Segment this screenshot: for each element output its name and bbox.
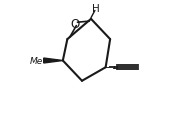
Text: H: H xyxy=(92,4,99,13)
Polygon shape xyxy=(44,59,63,63)
Text: Me: Me xyxy=(30,56,43,65)
Text: O: O xyxy=(71,18,80,31)
